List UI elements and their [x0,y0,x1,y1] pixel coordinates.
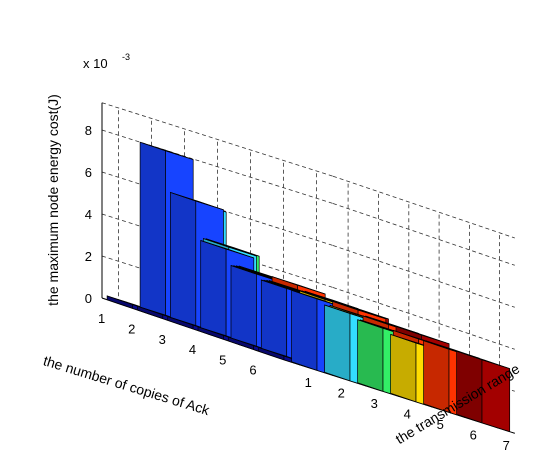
bar-face-top [332,301,386,320]
z-tick-label: 4 [85,207,92,222]
scale-note-label: x 10 [83,56,108,71]
x-tick-label: 1 [305,375,312,390]
y-tick-label: 2 [128,321,135,336]
chart-bars [106,141,511,433]
x-tick-label: 3 [371,396,378,411]
bar-face-top [271,276,326,295]
z-tick-label: 2 [85,249,92,264]
x-tick-label: 4 [404,407,411,422]
y-tick-label: 5 [219,352,226,367]
z-tick-label: 6 [85,165,92,180]
y-tick-label: 6 [249,363,256,378]
bar-face-top [203,238,257,257]
bar-face-top [200,240,254,259]
z-axis-title: the maximum node energy cost(J) [45,94,61,306]
bar-face-left [357,319,384,392]
bar-face-top [170,192,224,211]
wall-grid-z [101,129,334,204]
x-tick-label: 5 [437,417,444,432]
z-tick-label: 8 [85,123,92,138]
y-axis-title: the number of copies of Ack [42,352,213,418]
bar-face-left [260,279,288,361]
x-tick-label: 6 [470,428,477,443]
y-tick-label: 1 [98,311,105,326]
bar-face-top [139,141,194,160]
bar-face-top [456,350,510,369]
y-tick-label: 4 [189,342,196,357]
scale-exponent-label: -3 [122,52,130,62]
frame-top [101,102,334,177]
bar [456,350,511,433]
bar-face-left [200,240,227,340]
y-tick-label: 3 [159,332,166,347]
bar-face-top [395,326,450,345]
x-tick-label: 7 [503,438,510,453]
bar-face-left [291,289,318,371]
bar-face-left [170,191,197,330]
z-tick-label: 0 [85,291,92,306]
bar-face-left [390,333,417,403]
bar-face-left [139,141,166,320]
x-tick-label: 2 [338,386,345,401]
bar-face-left [324,304,351,382]
bar-face-left [230,265,257,351]
